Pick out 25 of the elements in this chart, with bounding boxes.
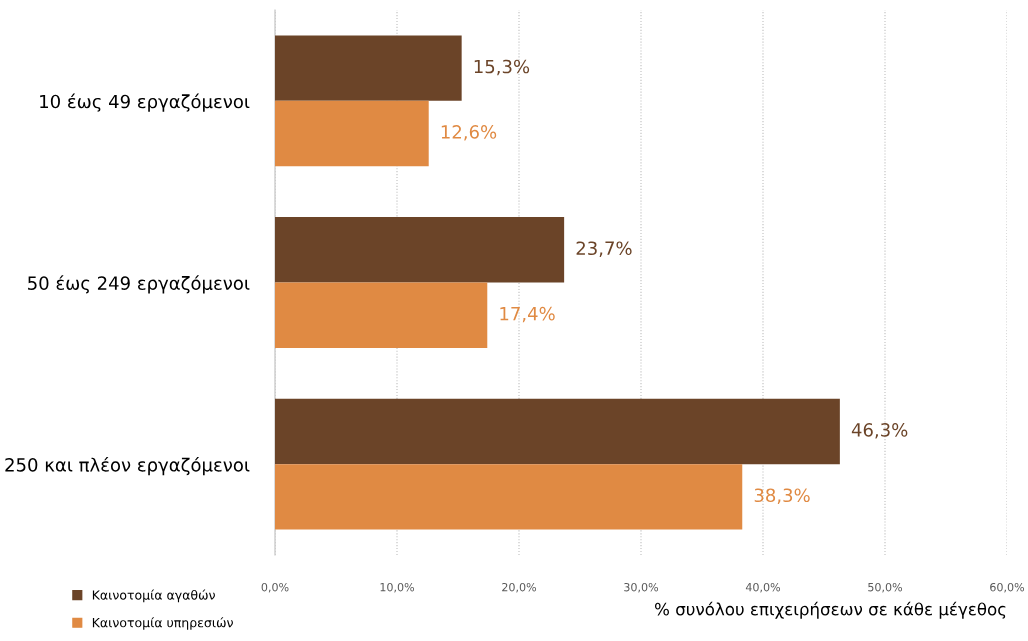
x-tick-label: 50,0% xyxy=(868,582,903,593)
y-tick-label: 10 έως 49 εργαζόμενοι xyxy=(40,93,250,112)
legend-label: Καινοτομία υπηρεσιών xyxy=(92,617,233,630)
data-label: 23,7% xyxy=(576,241,632,257)
x-tick-label: 30,0% xyxy=(624,582,659,593)
x-tick-label: 60,0% xyxy=(990,582,1025,593)
data-label: 15,3% xyxy=(474,59,530,76)
x-tick-label: 0,0% xyxy=(261,582,289,593)
bar xyxy=(275,100,429,167)
x-axis-title: % συνόλου επιχειρήσεων σε κάθε μέγεθος xyxy=(654,601,1006,619)
bar xyxy=(275,282,488,348)
x-tick-label: 20,0% xyxy=(502,582,537,593)
y-tick-label: 50 έως 249 εργαζόμενοι xyxy=(28,275,250,294)
bar xyxy=(275,398,840,465)
x-tick-label: 10,0% xyxy=(380,582,415,593)
data-label: 17,4% xyxy=(500,306,555,323)
data-label: 12,6% xyxy=(441,125,497,141)
y-tick-label: 250 και πλέον εργαζόμενοι xyxy=(5,456,250,476)
bar xyxy=(275,217,565,283)
data-label: 38,3% xyxy=(754,488,810,504)
legend-label: Καινοτομία αγαθών xyxy=(92,589,215,603)
data-label: 46,3% xyxy=(851,423,908,439)
x-tick-label: 40,0% xyxy=(745,582,781,593)
bar xyxy=(275,464,743,530)
bar xyxy=(275,35,462,101)
